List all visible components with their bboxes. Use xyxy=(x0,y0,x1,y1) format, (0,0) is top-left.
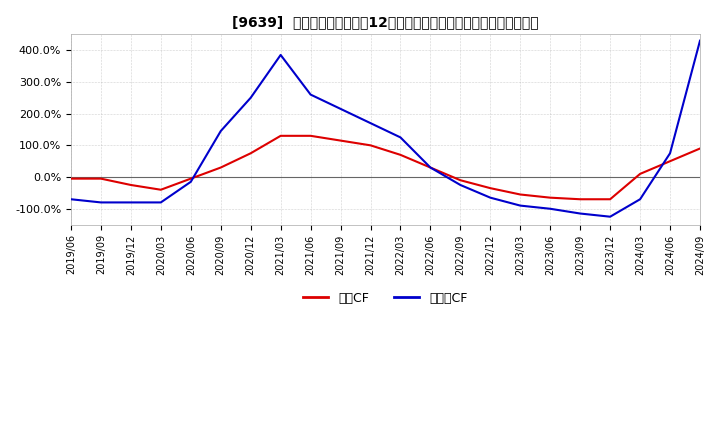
フリーCF xyxy=(456,182,464,187)
フリーCF xyxy=(306,92,315,97)
フリーCF xyxy=(396,135,405,140)
フリーCF xyxy=(217,128,225,134)
フリーCF xyxy=(96,200,105,205)
営業CF xyxy=(156,187,165,192)
営業CF xyxy=(366,143,375,148)
営業CF xyxy=(606,197,614,202)
営業CF xyxy=(516,192,525,197)
Legend: 営業CF, フリーCF: 営業CF, フリーCF xyxy=(298,287,472,310)
フリーCF xyxy=(127,200,135,205)
フリーCF xyxy=(246,95,255,100)
営業CF xyxy=(396,152,405,158)
営業CF xyxy=(67,176,76,181)
営業CF xyxy=(276,133,285,139)
フリーCF xyxy=(696,38,704,43)
フリーCF xyxy=(186,179,195,184)
フリーCF xyxy=(486,195,495,200)
Line: フリーCF: フリーCF xyxy=(71,40,700,216)
営業CF xyxy=(217,165,225,170)
フリーCF xyxy=(606,214,614,219)
営業CF xyxy=(486,186,495,191)
フリーCF xyxy=(276,52,285,58)
フリーCF xyxy=(516,203,525,208)
営業CF xyxy=(456,178,464,183)
営業CF xyxy=(696,146,704,151)
Title: [9639]  キャッシュフローの12か月移動合計の対前年同期増減率の推移: [9639] キャッシュフローの12か月移動合計の対前年同期増減率の推移 xyxy=(232,15,539,29)
フリーCF xyxy=(636,197,644,202)
営業CF xyxy=(186,176,195,181)
フリーCF xyxy=(426,165,435,170)
フリーCF xyxy=(666,150,675,156)
営業CF xyxy=(426,165,435,170)
フリーCF xyxy=(156,200,165,205)
営業CF xyxy=(546,195,554,200)
フリーCF xyxy=(67,197,76,202)
営業CF xyxy=(336,138,345,143)
Line: 営業CF: 営業CF xyxy=(71,136,700,199)
営業CF xyxy=(127,182,135,187)
フリーCF xyxy=(336,106,345,111)
営業CF xyxy=(246,150,255,156)
フリーCF xyxy=(546,206,554,211)
営業CF xyxy=(96,176,105,181)
営業CF xyxy=(666,158,675,164)
フリーCF xyxy=(366,121,375,126)
営業CF xyxy=(576,197,585,202)
営業CF xyxy=(636,171,644,176)
営業CF xyxy=(306,133,315,139)
フリーCF xyxy=(576,211,585,216)
